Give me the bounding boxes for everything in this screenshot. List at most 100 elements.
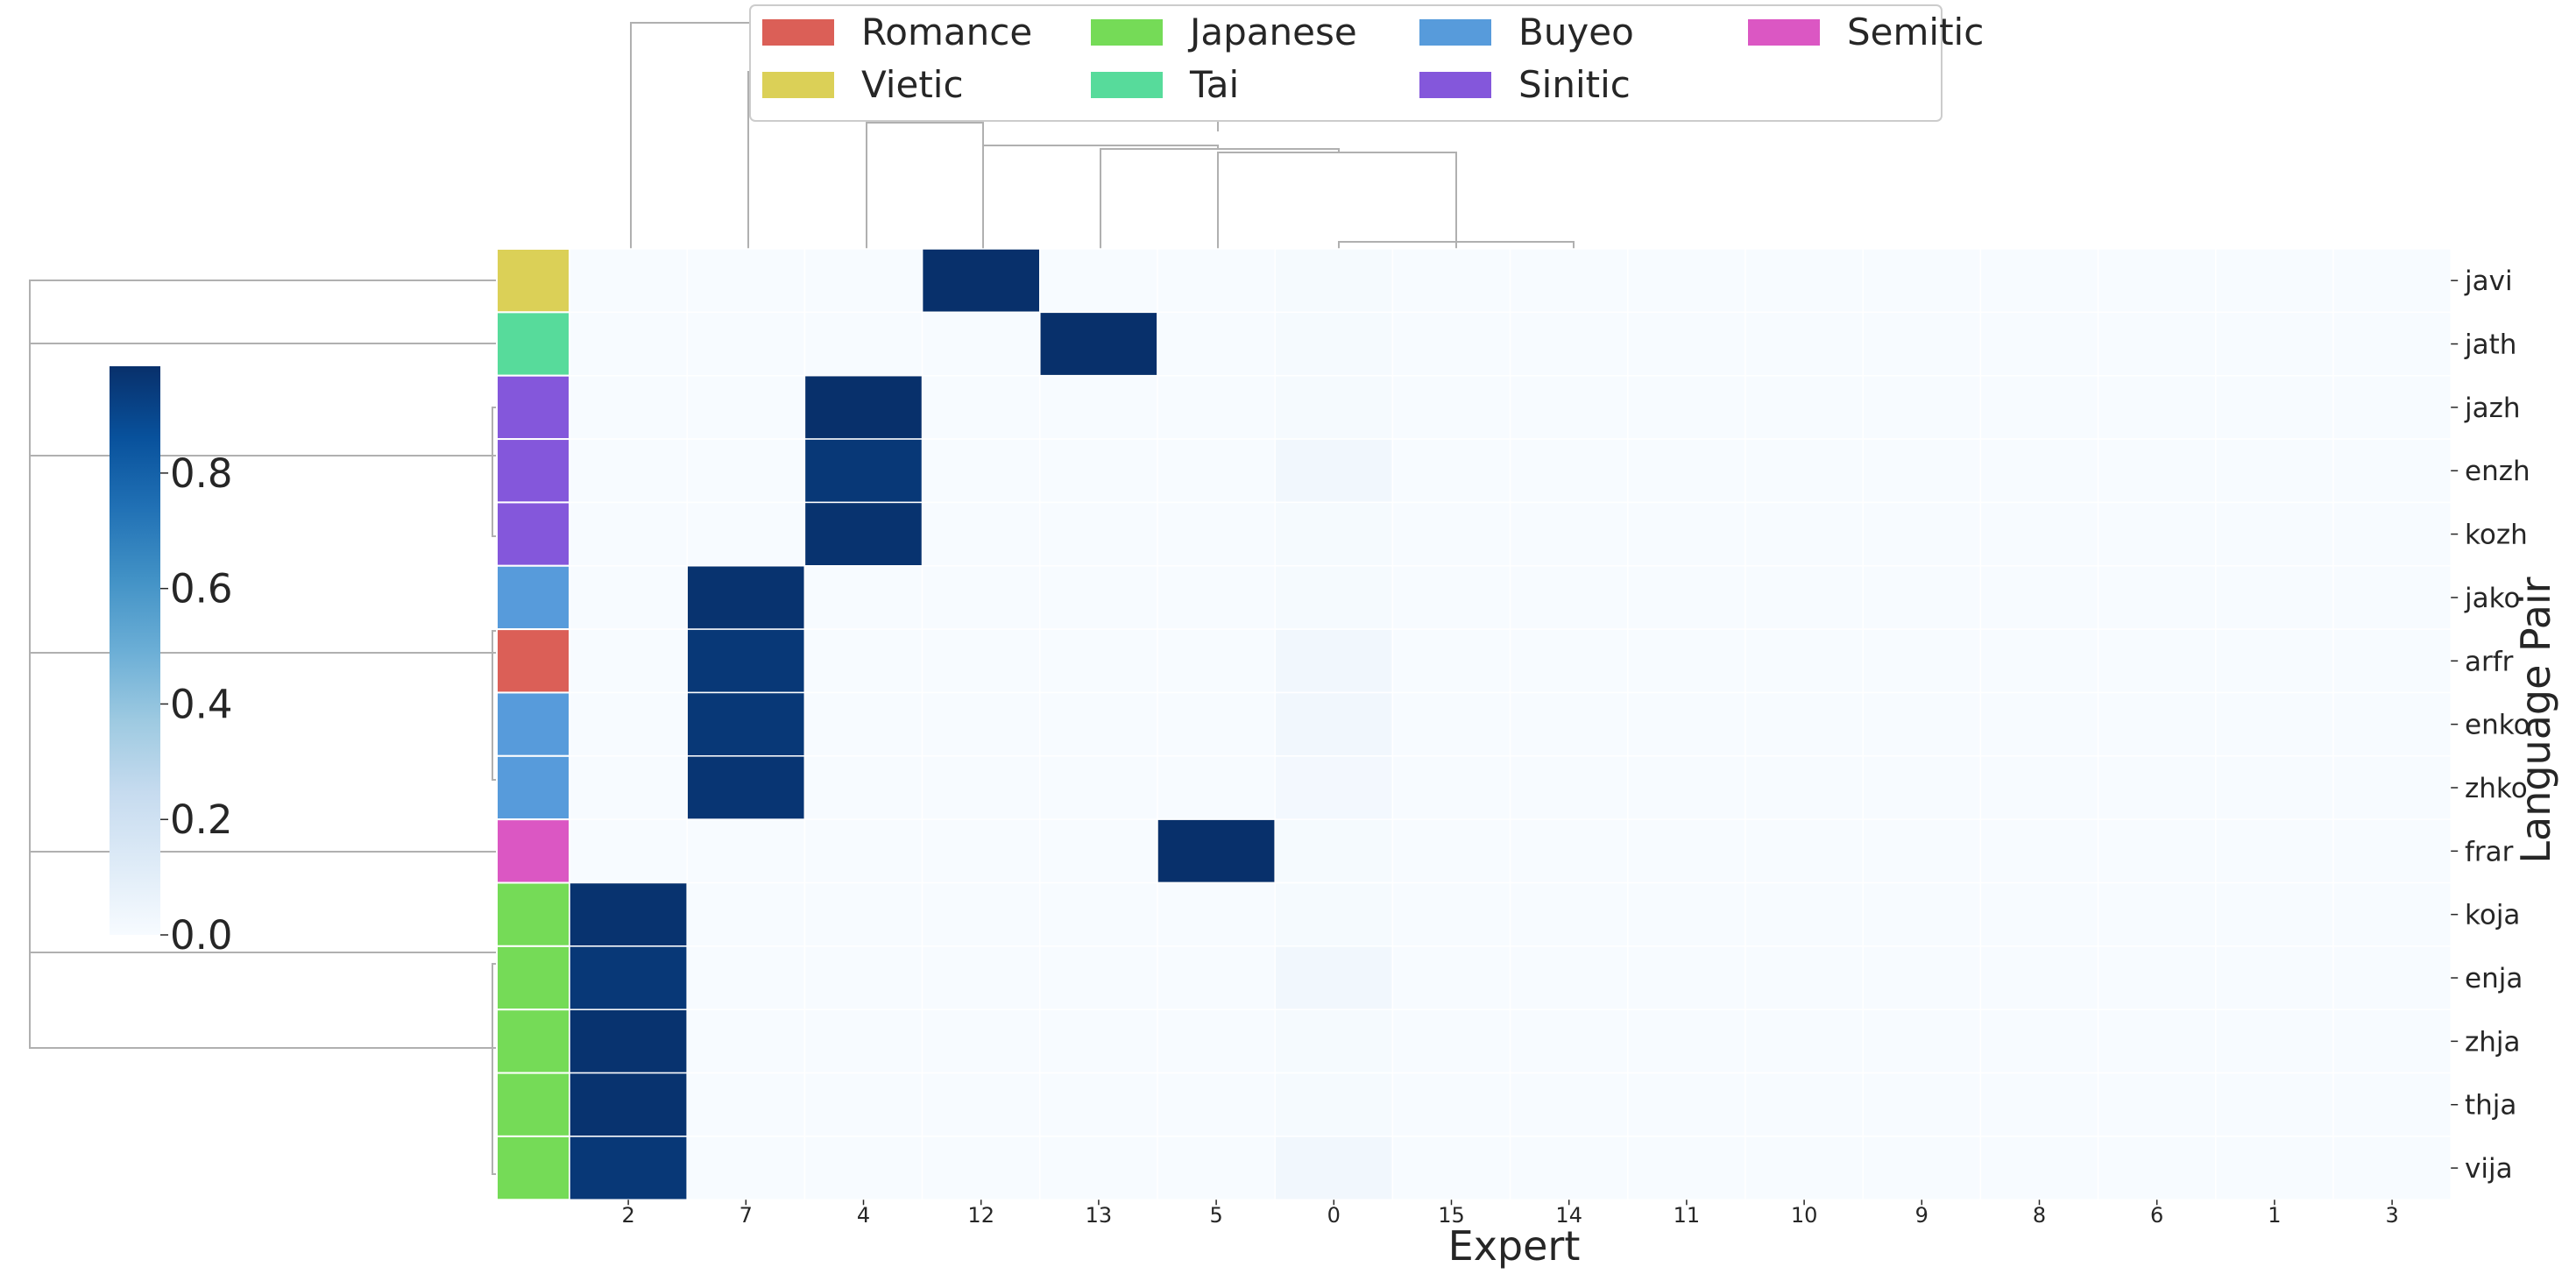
heatmap-cell-enja-13 [1039,945,1158,1010]
heatmap-cell-frar-14 [1509,818,1629,884]
heatmap-cell-kozh-15 [1391,501,1511,567]
heatmap-cell-jako-0 [1274,565,1394,630]
x-tick-label-0: 0 [1327,1203,1341,1228]
heatmap-cell-arfr-13 [1039,628,1158,694]
heatmap-cell-enko-5 [1157,691,1276,757]
x-tick-label-9: 9 [1915,1203,1928,1228]
x-tick-labels: 2 7 4 12 13 5 0 15 14 11 10 9 8 6 1 3 [621,1200,2399,1228]
dendrogram-link [29,280,497,1049]
x-tick-label-1: 1 [2268,1203,2281,1228]
heatmap-cell-zhja-11 [1627,1009,1746,1074]
heatmap-cell-jako-12 [921,565,1041,630]
heatmap-cell-jath-6 [2097,311,2217,377]
heatmap-cell-jath-1 [2215,311,2334,377]
heatmap-cell-javi-6 [2097,248,2217,314]
heatmap-cell-vija-12 [921,1136,1041,1201]
heatmap-cell-kozh-9 [1862,501,1982,567]
heatmap-cell-jako-7 [686,565,806,630]
heatmap-cell-thja-14 [1509,1072,1629,1137]
heatmap-cell-thja-3 [2332,1072,2452,1137]
heatmap-cell-enzh-2 [569,438,688,504]
heatmap-cell-arfr-7 [686,628,806,694]
heatmap-cell-kozh-5 [1157,501,1276,567]
heatmap-cell-enja-11 [1627,945,1746,1010]
heatmap-cell-thja-2 [569,1072,688,1137]
heatmap-cell-frar-9 [1862,818,1982,884]
heatmap-cell-frar-15 [1391,818,1511,884]
heatmap-cell-javi-12 [921,248,1041,314]
heatmap-cell-jazh-1 [2215,374,2334,440]
row-color-vija [496,1135,570,1201]
heatmap-cell-jath-11 [1627,311,1746,377]
legend: Romance Vietic Japanese Tai Buyeo Sinitic Semi… [749,4,1984,122]
heatmap-cell-thja-10 [1744,1072,1864,1137]
heatmap-cell-arfr-2 [569,628,688,694]
heatmap-cell-kozh-1 [2215,501,2334,567]
heatmap-cell-arfr-12 [921,628,1041,694]
heatmap-cell-frar-4 [803,818,924,884]
legend-label-semitic: Semitic [1847,11,1984,53]
heatmap-cell-zhja-13 [1039,1009,1158,1074]
row-family-colors [496,248,570,1201]
y-tick-label-zhko: zhko [2465,773,2528,804]
heatmap-cell-enko-4 [803,691,924,757]
legend-swatch-buyeo [1419,19,1491,46]
x-tick-label-4: 4 [857,1203,870,1228]
heatmap-cell-jazh-13 [1039,374,1158,440]
heatmap-cell-koja-12 [921,881,1041,947]
heatmap-cell-koja-5 [1157,881,1276,947]
heatmap-cell-enzh-7 [686,438,806,504]
dendrogram-link [29,652,497,853]
heatmap-cell-enzh-4 [803,438,924,504]
y-tick-label-javi: javi [2464,265,2513,297]
dendrogram-link [492,630,497,781]
heatmap-cell-frar-13 [1039,818,1158,884]
heatmap-cell-enzh-0 [1274,438,1394,504]
heatmap-cell-vija-3 [2332,1136,2452,1201]
legend-label-buyeo: Buyeo [1518,11,1634,53]
heatmap-cell-jako-6 [2097,565,2217,630]
heatmap-cell-zhja-15 [1391,1009,1511,1074]
heatmap-cell-enja-0 [1274,945,1394,1010]
heatmap-cell-enko-13 [1039,691,1158,757]
heatmap-cell-enko-14 [1509,691,1629,757]
heatmap-cell-vija-11 [1627,1136,1746,1201]
dendrogram-link [1338,241,1575,249]
heatmap-cell-arfr-15 [1391,628,1511,694]
heatmap-cell-enzh-13 [1039,438,1158,504]
legend-label-vietic: Vietic [861,63,964,106]
heatmap-cell-jazh-14 [1509,374,1629,440]
heatmap-cell-enzh-5 [1157,438,1276,504]
x-tick-label-3: 3 [2385,1203,2398,1228]
heatmap-cell-javi-10 [1744,248,1864,314]
row-color-enzh [496,438,570,504]
heatmap-cell-zhko-6 [2097,755,2217,820]
heatmap-cell-koja-8 [1979,881,2099,947]
heatmap-cell-jath-3 [2332,311,2452,377]
heatmap-cell-frar-7 [686,818,806,884]
heatmap-cell-kozh-13 [1039,501,1158,567]
heatmap-cell-thja-13 [1039,1072,1158,1137]
heatmap-cell-jako-5 [1157,565,1276,630]
heatmap-cell-zhja-5 [1157,1009,1276,1074]
heatmap-cell-zhko-10 [1744,755,1864,820]
y-tick-label-jath: jath [2464,329,2516,361]
dendrogram-link [29,851,497,953]
heatmap-cell-jazh-7 [686,374,806,440]
heatmap-cell-enko-10 [1744,691,1864,757]
heatmap-cell-frar-10 [1744,818,1864,884]
heatmap-cell-frar-8 [1979,818,2099,884]
heatmap-cell-thja-15 [1391,1072,1511,1137]
x-tick-label-10: 10 [1791,1203,1818,1228]
heatmap-cell-arfr-4 [803,628,924,694]
heatmap-cell-jazh-5 [1157,374,1276,440]
colorbar-gradient [110,366,160,935]
heatmap-cell-zhko-14 [1509,755,1629,820]
y-tick-label-frar: frar [2465,836,2514,867]
x-axis-label: Expert [1448,1222,1581,1270]
row-color-arfr [496,628,570,694]
heatmap-cell-enja-12 [921,945,1041,1010]
heatmap-cell-koja-7 [686,881,806,947]
x-tick-label-5: 5 [1209,1203,1222,1228]
heatmap-cell-jako-1 [2215,565,2334,630]
